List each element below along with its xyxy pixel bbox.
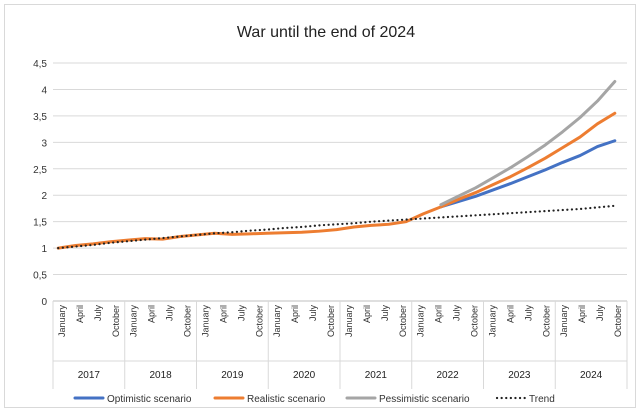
series-line-trend — [57, 204, 616, 250]
year-label: 2023 — [508, 370, 531, 381]
y-tick-label: 0,5 — [33, 271, 47, 282]
month-tick-label: July — [308, 305, 318, 322]
series-line-optimistic-scenario — [439, 139, 617, 209]
month-tick-label: October — [326, 305, 336, 337]
month-tick-label: April — [75, 305, 85, 323]
month-tick-label: July — [165, 305, 175, 322]
month-tick-label: April — [362, 305, 372, 323]
month-tick-label: April — [505, 305, 515, 323]
year-label: 2022 — [437, 370, 460, 381]
chart-svg: War until the end of 2024 0 0,5 1 1,5 2 2,5 3 3… — [33, 24, 628, 405]
chart-frame: War until the end of 2024 0 0,5 1 1,5 2 2,5 3 3… — [4, 4, 636, 408]
month-tick-label: January — [57, 305, 67, 338]
series-lines — [56, 80, 617, 250]
legend-label: Trend — [529, 394, 555, 405]
y-tick-label: 1 — [41, 244, 47, 255]
year-label: 2024 — [580, 370, 603, 381]
month-tick-label: July — [93, 305, 103, 322]
month-tick-label: October — [470, 305, 480, 337]
month-tick-label: July — [452, 305, 462, 322]
month-tick-label: October — [183, 305, 193, 337]
month-tick-label: January — [416, 305, 426, 338]
y-tick-label: 0 — [41, 297, 47, 308]
month-tick-label: July — [380, 305, 390, 322]
month-tick-label: July — [523, 305, 533, 322]
year-label: 2017 — [78, 370, 101, 381]
year-label: 2019 — [221, 370, 244, 381]
month-tick-label: April — [434, 305, 444, 323]
month-tick-label: October — [398, 305, 408, 337]
y-tick-label: 3,5 — [33, 112, 47, 123]
month-tick-label: January — [129, 305, 139, 338]
year-label: 2018 — [150, 370, 173, 381]
legend-label: Optimistic scenario — [107, 394, 192, 405]
y-tick-label: 2 — [41, 191, 47, 202]
month-tick-label: October — [111, 305, 121, 337]
y-tick-label: 4 — [41, 85, 47, 96]
month-tick-label: October — [613, 305, 623, 337]
axes: 0 0,5 1 1,5 2 2,5 3 3,5 4 4,5 — [33, 59, 628, 389]
legend: Optimistic scenario Realistic scenario Pes… — [73, 394, 555, 405]
legend-label: Realistic scenario — [247, 394, 326, 405]
month-tick-label: January — [487, 305, 497, 338]
month-tick-label: October — [541, 305, 551, 337]
year-label: 2020 — [293, 370, 316, 381]
y-tick-label: 1,5 — [33, 218, 47, 229]
legend-label: Pessimistic scenario — [379, 394, 470, 405]
y-tick-label: 4,5 — [33, 59, 47, 70]
y-tick-label: 2,5 — [33, 165, 47, 176]
month-tick-label: July — [236, 305, 246, 322]
month-tick-label: January — [200, 305, 210, 338]
month-tick-label: January — [559, 305, 569, 338]
month-tick-label: January — [272, 305, 282, 338]
year-label: 2021 — [365, 370, 388, 381]
month-tick-label: January — [344, 305, 354, 338]
month-tick-label: April — [218, 305, 228, 323]
chart-title: War until the end of 2024 — [237, 24, 415, 41]
month-tick-label: October — [254, 305, 264, 337]
x-axis-labels: 2017 January April July October 2018 January Ap… — [57, 305, 623, 381]
month-tick-label: April — [577, 305, 587, 323]
series-line-pessimistic-scenario — [439, 80, 617, 207]
grid-lines — [53, 62, 627, 302]
series-line-realistic-scenario — [56, 111, 617, 250]
month-tick-label: April — [147, 305, 157, 323]
month-tick-label: April — [290, 305, 300, 323]
month-tick-label: July — [595, 305, 605, 322]
y-tick-label: 3 — [41, 138, 47, 149]
